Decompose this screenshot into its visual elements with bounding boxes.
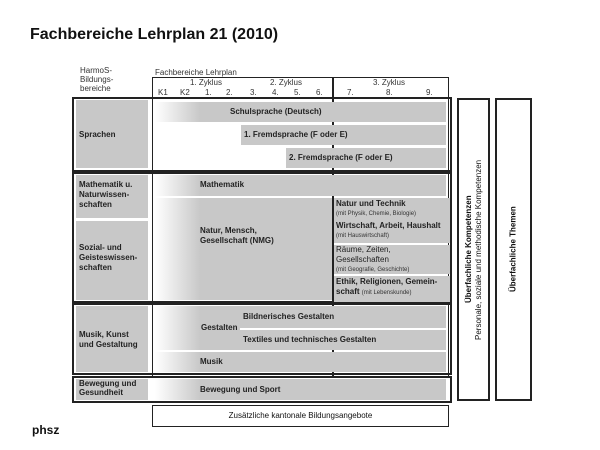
subject-natur-technik: Natur und Technik (mit Physik, Chemie, Bi… bbox=[334, 198, 450, 221]
domain-sprachen: Sprachen bbox=[76, 100, 148, 168]
subject-title: Ethik, Religionen, Gemein-schaft bbox=[336, 277, 438, 296]
grade: 7. bbox=[347, 88, 354, 97]
subject-title: Räume, Zeiten, Gesellschaften bbox=[336, 245, 391, 264]
domain-math: Mathematik u. Naturwissen-schaften bbox=[76, 175, 148, 218]
cycle-1: 1. Zyklus bbox=[190, 78, 223, 87]
bewegung-block bbox=[72, 376, 452, 403]
domain-musik: Musik, Kunst und Gestaltung bbox=[76, 306, 148, 372]
grade: 2. bbox=[226, 88, 233, 97]
fachbereiche-header: Fachbereiche Lehrplan bbox=[155, 68, 237, 77]
cycle-3: 3. Zyklus bbox=[373, 78, 406, 87]
domain-sozial: Sozial- und Geisteswissen-schaften bbox=[76, 221, 148, 300]
subject-bildnerisches: Bildnerisches Gestalten bbox=[243, 312, 335, 321]
subject-erg: Ethik, Religionen, Gemein-schaft (mit Le… bbox=[334, 276, 450, 302]
subject-fremdsprache-1: 1. Fremdsprache (F oder E) bbox=[241, 125, 446, 145]
musik-block bbox=[72, 303, 452, 375]
kompetenzen-text: Überfachliche Kompetenzen Personale, soz… bbox=[461, 100, 487, 399]
grade: 6. bbox=[316, 88, 323, 97]
harmos-line: Bildungs- bbox=[80, 75, 114, 84]
grade-row: K1 K2 1. 2. 3. 4. 5. 6. 7. 8. 9. bbox=[158, 88, 448, 98]
kompetenzen-title: Überfachliche Kompetenzen bbox=[464, 195, 473, 304]
kompetenzen-subtitle: Personale, soziale und methodische Kompe… bbox=[474, 159, 483, 340]
subject-subtitle: (mit Physik, Chemie, Biologie) bbox=[336, 211, 417, 217]
subject-nmg: Natur, Mensch, Gesellschaft (NMG) bbox=[155, 198, 332, 300]
ueberfachliche-kompetenzen-box: Überfachliche Kompetenzen Personale, soz… bbox=[457, 98, 490, 401]
subject-subtitle: (mit Geografie, Geschichte) bbox=[336, 267, 410, 273]
subject-subtitle: (mit Hauswirtschaft) bbox=[336, 233, 390, 239]
kantonal-box: Zusätzliche kantonale Bildungsangebote bbox=[152, 405, 449, 427]
grade: 9. bbox=[426, 88, 433, 97]
cycle-divider bbox=[332, 77, 334, 377]
subject-rzg: Räume, Zeiten, Gesellschaften (mit Geogra… bbox=[334, 245, 450, 274]
harmos-line: bereiche bbox=[80, 84, 111, 93]
math-sozial-block bbox=[72, 172, 452, 303]
subject-wah: Wirtschaft, Arbeit, Haushalt (mit Hauswir… bbox=[334, 221, 450, 243]
grade: K2 bbox=[180, 88, 190, 97]
subject-fremdsprache-2: 2. Fremdsprache (F oder E) bbox=[286, 148, 446, 168]
grade: 4. bbox=[272, 88, 279, 97]
subject-mathematik: Mathematik bbox=[155, 175, 446, 196]
cycle-2: 2. Zyklus bbox=[270, 78, 303, 87]
domain-bewegung: Bewegung und Gesundheit bbox=[76, 379, 148, 400]
harmos-line: HarmoS- bbox=[80, 66, 113, 75]
subject-title: Natur und Technik bbox=[336, 199, 406, 208]
page-title: Fachbereiche Lehrplan 21 (2010) bbox=[30, 26, 279, 43]
sprachen-block bbox=[72, 97, 452, 172]
harmos-header: HarmoS- Bildungs- bereiche bbox=[80, 66, 113, 93]
grade: 8. bbox=[386, 88, 393, 97]
subject-sport: Bewegung und Sport bbox=[155, 379, 446, 400]
subject-ttg: Textiles und technisches Gestalten bbox=[243, 335, 377, 344]
grade: 1. bbox=[205, 88, 212, 97]
subject-subtitle: (mit Lebenskunde) bbox=[361, 290, 412, 296]
ueberfachliche-themen-box: Überfachliche Themen bbox=[495, 98, 532, 401]
grade: 5. bbox=[294, 88, 301, 97]
grade: K1 bbox=[158, 88, 168, 97]
gestalten-divider bbox=[240, 328, 446, 330]
subject-gestalten: Gestalten bbox=[201, 323, 238, 332]
subject-schulsprache: Schulsprache (Deutsch) bbox=[155, 102, 446, 122]
grade: 3. bbox=[250, 88, 257, 97]
subject-title: Wirtschaft, Arbeit, Haushalt bbox=[336, 221, 441, 230]
themen-text: Überfachliche Themen bbox=[508, 206, 518, 293]
phsz-logo: phsz bbox=[32, 423, 60, 437]
subject-musik: Musik bbox=[155, 352, 446, 372]
